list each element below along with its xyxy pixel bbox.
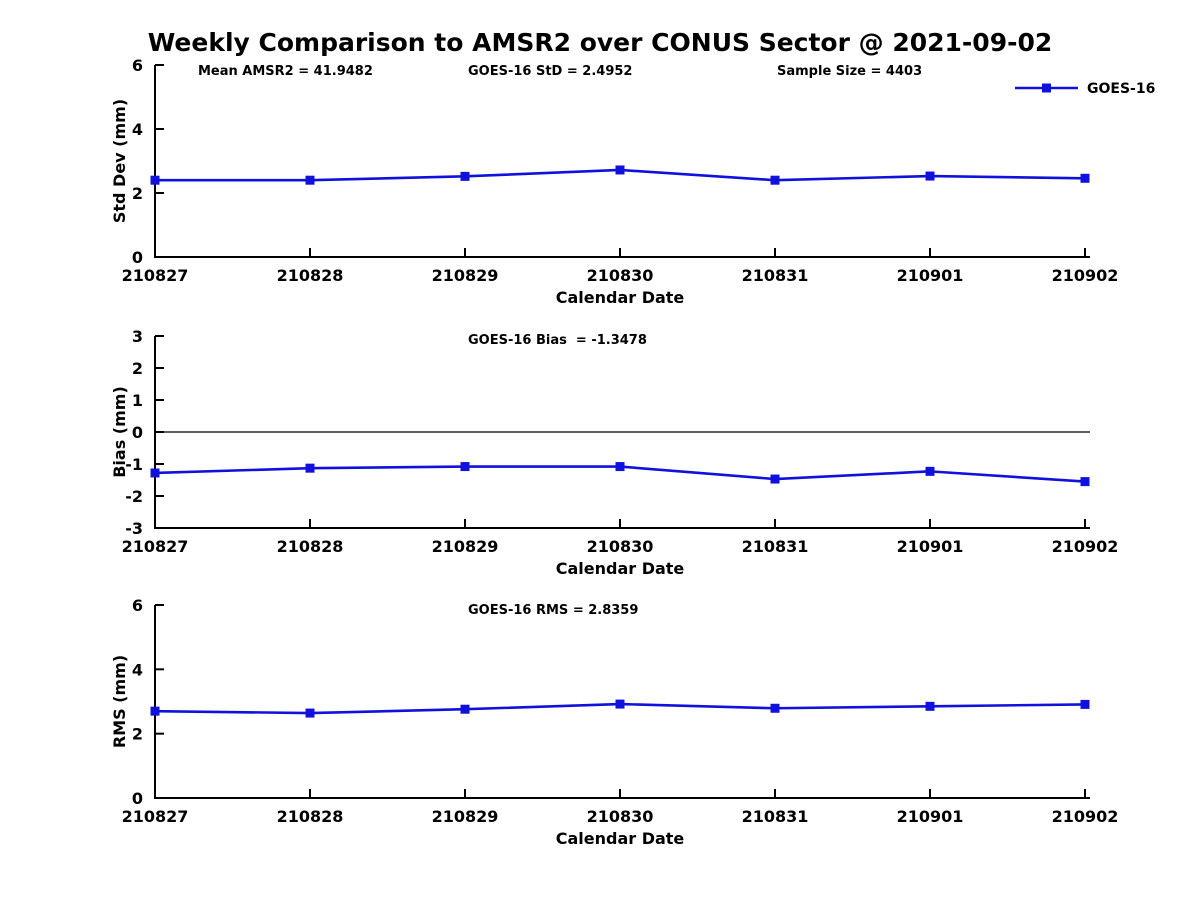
x-tick-label: 210827 <box>122 537 189 556</box>
y-tick-label: 4 <box>132 120 143 139</box>
data-point-marker <box>925 701 935 711</box>
y-tick-label: 2 <box>132 359 143 378</box>
data-point-marker <box>925 466 935 476</box>
x-tick-label: 210901 <box>897 807 964 826</box>
data-point-marker <box>770 474 780 484</box>
data-point-marker <box>615 462 625 472</box>
y-tick-label: 0 <box>132 789 143 808</box>
stat-annotation: GOES-16 Bias = -1.3478 <box>468 333 647 348</box>
data-point-marker <box>1080 173 1090 183</box>
rms-chart: 0 2 4 6 210827 210828 210829 210830 210831 210901… <box>110 596 1119 848</box>
data-point-marker <box>1080 699 1090 709</box>
stat-annotation: Mean AMSR2 = 41.9482 <box>198 64 373 79</box>
y-tick-label: 6 <box>132 56 143 75</box>
x-tick-label: 210828 <box>277 266 344 285</box>
data-point-marker <box>615 699 625 709</box>
legend-label: GOES-16 <box>1087 81 1155 97</box>
y-tick-label: 1 <box>132 391 143 410</box>
data-point-marker <box>770 175 780 185</box>
x-axis-title: Calendar Date <box>556 829 685 848</box>
y-axis-title: RMS (mm) <box>110 655 129 748</box>
x-tick-label: 210829 <box>432 537 499 556</box>
legend-marker-sample <box>1042 83 1051 93</box>
x-tick-label: 210829 <box>432 266 499 285</box>
x-tick-label: 210902 <box>1052 537 1119 556</box>
stat-annotation: GOES-16 StD = 2.4952 <box>468 64 632 79</box>
y-tick-label: -2 <box>125 487 143 506</box>
data-point-marker <box>460 704 470 714</box>
std-dev-chart: 0 2 4 6 210827 210828 210829 210830 210831 210901… <box>110 56 1155 307</box>
x-tick-label: 210829 <box>432 807 499 826</box>
legend: GOES-16 <box>1015 81 1155 97</box>
figure-title: Weekly Comparison to AMSR2 over CONUS Se… <box>147 28 1053 57</box>
y-tick-label: 0 <box>132 423 143 442</box>
x-tick-label: 210902 <box>1052 807 1119 826</box>
x-tick-label: 210828 <box>277 537 344 556</box>
data-point-marker <box>150 706 160 716</box>
stat-annotation: GOES-16 RMS = 2.8359 <box>468 603 638 618</box>
x-tick-label: 210831 <box>742 266 809 285</box>
data-point-marker <box>925 171 935 181</box>
x-tick-label: 210830 <box>587 807 654 826</box>
bias-chart: -3 -2 -1 0 1 2 3 210827 210828 210829 210830 210831… <box>110 327 1119 578</box>
data-point-marker <box>770 703 780 713</box>
x-tick-label: 210901 <box>897 266 964 285</box>
y-tick-label: 6 <box>132 596 143 615</box>
x-tick-label: 210827 <box>122 266 189 285</box>
x-tick-label: 210901 <box>897 537 964 556</box>
x-tick-label: 210828 <box>277 807 344 826</box>
x-tick-label: 210831 <box>742 807 809 826</box>
y-tick-label: 2 <box>132 184 143 203</box>
y-tick-label: 4 <box>132 660 143 679</box>
x-tick-label: 210830 <box>587 537 654 556</box>
y-tick-label: -3 <box>125 519 143 538</box>
stat-annotation: Sample Size = 4403 <box>777 64 922 79</box>
y-tick-label: 3 <box>132 327 143 346</box>
data-point-marker <box>1080 477 1090 487</box>
y-axis-title: Bias (mm) <box>110 386 129 478</box>
y-tick-label: 0 <box>132 248 143 267</box>
data-point-marker <box>150 175 160 185</box>
x-tick-label: 210831 <box>742 537 809 556</box>
data-point-marker <box>305 175 315 185</box>
data-point-marker <box>460 171 470 181</box>
x-axis-title: Calendar Date <box>556 559 685 578</box>
y-tick-label: 2 <box>132 725 143 744</box>
x-tick-label: 210827 <box>122 807 189 826</box>
x-axis-title: Calendar Date <box>556 288 685 307</box>
x-tick-label: 210902 <box>1052 266 1119 285</box>
data-point-marker <box>615 165 625 175</box>
data-point-marker <box>150 468 160 478</box>
data-point-marker <box>460 462 470 472</box>
data-point-marker <box>305 463 315 473</box>
y-tick-label: -1 <box>125 455 143 474</box>
x-tick-label: 210830 <box>587 266 654 285</box>
data-point-marker <box>305 708 315 718</box>
y-axis-title: Std Dev (mm) <box>110 99 129 223</box>
